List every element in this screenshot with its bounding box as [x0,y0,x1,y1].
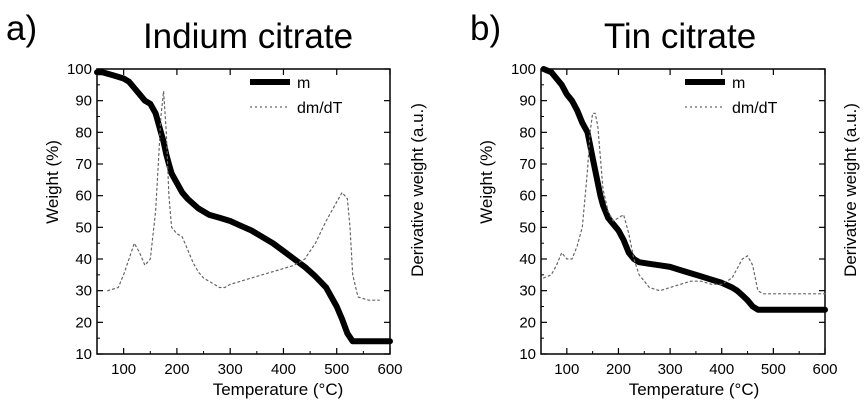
panel-a-ytick-label: 10 [75,346,92,363]
panel-a-series-dmdt-line [107,90,380,301]
panel-b-legend-label-m: m [732,75,745,92]
panel-b-letter: b) [470,9,501,48]
panel-a-xtick-label: 600 [377,361,402,378]
panel-b-ytick-label: 90 [519,93,536,110]
panel-a-legend-label-m: m [297,75,310,92]
panel-b-series-m-line [540,66,828,313]
panel-b-xlabel: Temperature (°C) [629,380,760,399]
panel-a-plot: 100 200 300 400 500 600 10 20 30 40 50 60 70 80 90 100 m… [67,61,403,378]
panel-b-ytick-label: 60 [519,188,536,205]
panel-b-series-dmdt-line [542,112,826,295]
panel-a-ytick-label: 20 [75,314,92,331]
panel-b-xtick-label: 500 [761,361,786,378]
panel-b-xtick-label: 200 [606,361,631,378]
panel-a-ytick-label: 50 [75,219,92,236]
panel-b-xtick-label: 300 [658,361,683,378]
panel-b-ytick-label: 80 [519,124,536,141]
panel-a-series-m-line [94,69,393,345]
panel-b-ylabel: Weight (%) [477,140,496,224]
panel-b-title: Tin citrate [604,17,756,56]
panel-a-xtick-label: 100 [111,361,136,378]
panel-b-y2label: Derivative weight (a.u.) [841,103,860,277]
panel-a-ytick-label: 40 [75,251,92,268]
panel-a-ytick-label: 80 [75,124,92,141]
panel-b-xtick-label: 400 [709,361,734,378]
panel-a-ytick-label: 70 [75,156,92,173]
panel-a-xtick-label: 400 [271,361,296,378]
panel-b-ytick-label: 70 [519,156,536,173]
panel-a-ytick-label: 90 [75,93,92,110]
panel-a-ytick-label: 30 [75,283,92,300]
panel-a-ytick-label: 60 [75,188,92,205]
panel-a-ylabel: Weight (%) [43,140,62,224]
panel-b-xtick-label: 100 [554,361,579,378]
panel-a-xtick-label: 200 [164,361,189,378]
panel-b-xtick-label: 600 [812,361,837,378]
panel-a-title: Indium citrate [143,17,353,56]
panel-b-ytick-label: 30 [519,283,536,300]
panel-a-xtick-label: 300 [218,361,243,378]
panel-a-xlabel: Temperature (°C) [213,380,344,399]
panel-b-legend-label-dmdt: dm/dT [732,100,778,117]
panel-a-xtick-label: 500 [324,361,349,378]
panel-b-ytick-label: 50 [519,219,536,236]
panel-a-frame [96,68,391,355]
panel-a-y2label: Derivative weight (a.u.) [408,103,427,277]
panel-b-ytick-label: 20 [519,314,536,331]
panel-b-ytick-label: 40 [519,251,536,268]
panel-a-ytick-label: 100 [67,61,92,78]
panel-a-legend-label-dmdt: dm/dT [297,100,343,117]
panel-b-ytick-label: 10 [519,346,536,363]
panel-a-letter: a) [6,9,37,48]
panel-b-plot: 100 200 300 400 500 600 10 20 30 40 50 60 70 80 90 100 m… [511,61,838,378]
panel-b-ytick-label: 100 [511,61,536,78]
